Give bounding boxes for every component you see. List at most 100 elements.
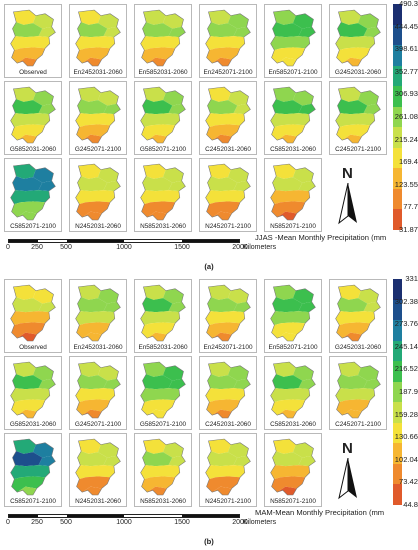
precipitation-map [75, 163, 121, 221]
map-zone [270, 113, 310, 128]
map-label: En2452071-2100 [203, 344, 253, 351]
map-zone [363, 301, 381, 313]
map-zone [33, 288, 54, 304]
map-zone [75, 190, 115, 205]
legend-color-bar [393, 279, 402, 505]
map-label: En2452031-2060 [73, 344, 123, 351]
map-tile: En2452031-2060 [69, 4, 127, 78]
map-zone [205, 36, 245, 51]
legend-swatch [393, 4, 402, 25]
map-tile: En5852071-2100 [264, 279, 322, 353]
map-label: N2452031-2060 [75, 223, 121, 230]
legend-tick-label: 245.14 [394, 341, 418, 351]
map-zone [212, 332, 232, 341]
map-zone [277, 486, 297, 495]
region-outline [75, 284, 121, 342]
map-zone [277, 211, 297, 220]
map-zone [293, 365, 314, 381]
map-tile: En5852071-2100 [264, 4, 322, 78]
map-zone [140, 113, 180, 128]
map-zone [78, 164, 101, 179]
map-zone [10, 36, 50, 51]
map-zone [142, 22, 173, 38]
map-label: G5852071-2100 [139, 421, 187, 428]
region-outline [140, 361, 186, 419]
map-zone [168, 455, 186, 467]
map-label: En5852031-2060 [138, 344, 188, 351]
region-outline [140, 86, 186, 144]
map-zone [342, 57, 362, 66]
map-zone [10, 465, 50, 480]
map-tile: C2452031-2060 [199, 356, 257, 430]
region-outline [205, 438, 251, 496]
map-zone [75, 465, 115, 480]
map-tile: Observed [4, 279, 62, 353]
map-label: En5852031-2060 [138, 69, 188, 76]
map-zone [272, 451, 303, 467]
figure-panel-a: Observed En2452031-2060 En5852031-2060 En24… [4, 0, 418, 271]
map-zone [13, 439, 36, 454]
map-tile: Observed [4, 4, 62, 78]
map-zone [277, 134, 297, 143]
scale-segment [124, 240, 182, 242]
region-outline [10, 284, 56, 342]
map-zone [98, 288, 119, 304]
map-label: N2452031-2060 [75, 498, 121, 505]
map-zone [147, 57, 167, 66]
map-zone [207, 22, 238, 38]
map-zone [38, 378, 56, 390]
precipitation-map [335, 86, 381, 144]
map-tile: G2452031-2060 [329, 4, 387, 78]
precipitation-map [140, 284, 186, 342]
map-zone [143, 10, 166, 25]
scale-tick-label: 0 [6, 244, 10, 251]
map-tile: G2452071-2100 [69, 81, 127, 155]
legend-tick-label: 130.66 [394, 432, 418, 442]
map-zone [168, 103, 186, 115]
map-zone [337, 99, 368, 115]
map-zone [82, 134, 102, 143]
map-zone [363, 26, 381, 38]
map-zone [205, 465, 245, 480]
map-zone [147, 211, 167, 220]
legend-tick-label: 261.08 [394, 112, 418, 121]
precipitation-map [270, 9, 316, 67]
map-label: C5852031-2060 [270, 146, 316, 153]
legend-tick-label: 123.55 [394, 179, 418, 189]
map-zone [358, 288, 379, 304]
legend-swatch [393, 45, 402, 66]
map-zone [270, 36, 310, 51]
map-label: En5852071-2100 [268, 344, 318, 351]
map-label: C2452071-2100 [335, 146, 381, 153]
map-zone [338, 362, 361, 377]
map-zone [143, 285, 166, 300]
scale-tick-label: 0 [6, 519, 10, 526]
legend-swatch [393, 127, 402, 148]
map-tile: En2452071-2100 [199, 4, 257, 78]
legend-swatch [393, 299, 402, 321]
map-zone [10, 311, 50, 326]
legend-tick-label: 302.38 [394, 296, 418, 306]
precipitation-map [335, 361, 381, 419]
map-label: En2452031-2060 [73, 69, 123, 76]
map-tile: N5852031-2060 [134, 158, 192, 232]
map-zone [75, 311, 115, 326]
map-zone [17, 332, 37, 341]
map-zone [12, 297, 43, 313]
map-zone [293, 13, 314, 29]
map-zone [293, 442, 314, 458]
region-outline [75, 86, 121, 144]
legend-tick-label: 490.3 [398, 0, 418, 8]
precipitation-map [75, 438, 121, 496]
scale-unit-label: Kilometers [243, 244, 277, 251]
precipitation-map [205, 284, 251, 342]
map-zone [10, 388, 50, 403]
region-outline [270, 86, 316, 144]
panel-letter: (a) [204, 262, 214, 271]
map-zone [273, 10, 296, 25]
map-zone [38, 301, 56, 313]
region-outline [270, 284, 316, 342]
map-zone [233, 180, 251, 192]
map-tile: En5852031-2060 [134, 279, 192, 353]
map-zone [13, 362, 36, 377]
